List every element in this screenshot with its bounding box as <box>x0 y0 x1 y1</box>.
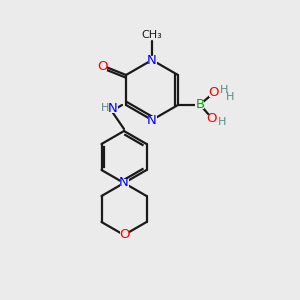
Bar <box>148 56 157 64</box>
Text: N: N <box>119 176 129 190</box>
Text: H: H <box>101 103 109 113</box>
Text: O: O <box>119 229 129 242</box>
Bar <box>119 231 128 239</box>
Bar <box>196 101 205 109</box>
Text: B: B <box>195 98 205 112</box>
Text: CH₃: CH₃ <box>142 30 162 40</box>
Text: O: O <box>207 112 217 125</box>
Bar <box>98 63 106 71</box>
Text: O: O <box>209 86 219 100</box>
Bar <box>148 116 157 124</box>
Text: O: O <box>97 61 107 74</box>
Text: H: H <box>218 117 226 127</box>
Text: N: N <box>147 53 157 67</box>
Text: H: H <box>226 92 234 102</box>
Text: N: N <box>147 113 157 127</box>
Bar <box>209 89 218 97</box>
Bar <box>98 103 118 112</box>
Text: H: H <box>220 85 228 95</box>
Bar <box>208 115 217 123</box>
Bar <box>119 179 128 187</box>
Text: N: N <box>108 101 118 115</box>
